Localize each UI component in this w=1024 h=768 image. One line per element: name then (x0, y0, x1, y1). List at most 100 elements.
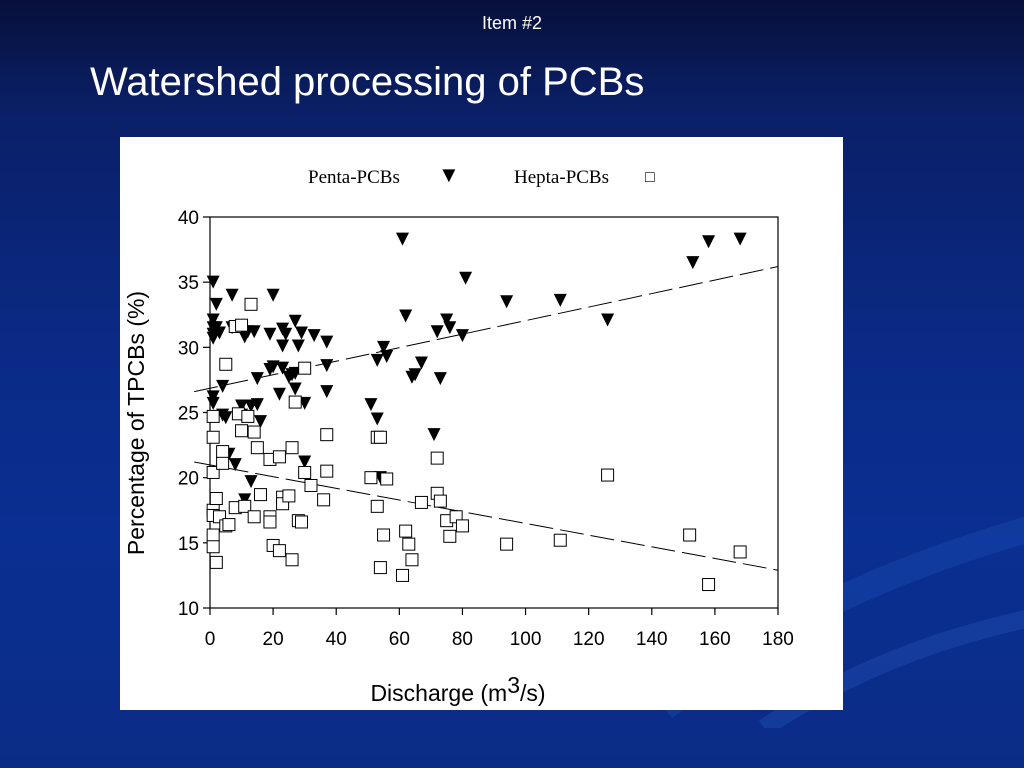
penta-point (244, 475, 258, 489)
item-label: Item #2 (481, 13, 543, 33)
penta-point (279, 327, 293, 341)
legend-symbol-penta: ▼ (438, 162, 460, 187)
x-axis-label: Discharge (m3/s) (370, 672, 545, 706)
hepta-point (216, 445, 230, 459)
penta-point (206, 396, 220, 410)
penta-point (206, 390, 220, 404)
y-tick-label: 25 (178, 404, 199, 425)
penta-point (433, 372, 447, 386)
penta-point (364, 398, 378, 412)
hepta-point (216, 456, 230, 470)
hepta-point (364, 471, 378, 485)
y-tick-label: 10 (178, 599, 199, 620)
hepta-point (288, 395, 302, 409)
penta-point (276, 339, 290, 353)
hepta-point (206, 430, 220, 444)
penta-point (443, 321, 457, 335)
hepta-point (222, 518, 236, 532)
legend-label-penta: Penta-PCBs (308, 167, 400, 188)
hepta-point (209, 555, 223, 569)
penta-point (235, 399, 249, 413)
penta-point (414, 356, 428, 370)
penta-point (320, 385, 334, 399)
penta-point (216, 379, 230, 393)
penta-point (370, 353, 384, 367)
x-tick-label: 20 (263, 629, 284, 650)
x-tick-label: 0 (205, 629, 216, 650)
penta-point (500, 295, 514, 309)
hepta-point (272, 544, 286, 558)
hepta-point (433, 494, 447, 508)
hepta-point (320, 428, 334, 442)
y-tick-label: 40 (178, 208, 199, 229)
hepta-point (206, 409, 220, 423)
penta-point (288, 382, 302, 396)
hepta-point (238, 499, 252, 513)
hepta-point (235, 318, 249, 332)
hepta-point (377, 528, 391, 542)
x-axis-label-tail: /s) (520, 680, 546, 706)
penta-point (253, 415, 267, 429)
hepta-point (380, 472, 394, 486)
penta-point (288, 314, 302, 328)
hepta-point (298, 465, 312, 479)
penta-point (250, 398, 264, 412)
penta-point (553, 293, 567, 307)
hepta-point (241, 409, 255, 423)
x-tick-label: 180 (762, 629, 794, 650)
penta-point (272, 387, 286, 401)
penta-point (395, 232, 409, 246)
penta-point (399, 309, 413, 323)
penta-point (370, 412, 384, 426)
penta-point (263, 327, 277, 341)
penta-point (601, 313, 615, 327)
hepta-point (733, 545, 747, 559)
hepta-point (702, 578, 716, 592)
penta-point (206, 275, 220, 289)
penta-point (440, 313, 454, 327)
hepta-point (399, 524, 413, 538)
penta-point (702, 235, 716, 249)
penta-point (219, 411, 233, 425)
x-axis-label-main: Discharge (m (370, 680, 507, 706)
y-tick-label: 35 (178, 273, 199, 294)
penta-point (430, 325, 444, 339)
hepta-point (244, 297, 258, 311)
hepta-point (209, 492, 223, 506)
hepta-point (272, 450, 286, 464)
plot-frame (209, 216, 779, 609)
x-tick-label: 100 (510, 629, 542, 650)
penta-point (320, 335, 334, 349)
penta-point (250, 372, 264, 386)
scatter-chart: Penta-PCBs ▼ Hepta-PCBs □ Percentage of … (123, 162, 794, 706)
penta-point (225, 288, 239, 302)
hepta-point (443, 529, 457, 543)
hepta-point (373, 430, 387, 444)
hepta-point (285, 553, 299, 567)
penta-point (455, 329, 469, 343)
hepta-point (402, 537, 416, 551)
x-tick-label: 80 (452, 629, 473, 650)
hepta-point (395, 568, 409, 582)
hepta-point (405, 553, 419, 567)
penta-point (408, 368, 422, 382)
y-tick-label: 20 (178, 469, 199, 490)
x-tick-label: 160 (699, 629, 731, 650)
hepta-point (206, 528, 220, 542)
hepta-point (282, 489, 296, 503)
slide-title: Watershed processing of PCBs (90, 60, 645, 104)
penta-point (377, 340, 391, 354)
penta-point (209, 297, 223, 311)
hepta-point (370, 499, 384, 513)
trend-line (194, 461, 779, 571)
y-tick-label: 15 (178, 534, 199, 555)
hepta-point (263, 515, 277, 529)
hepta-point (553, 533, 567, 547)
penta-point (206, 331, 220, 345)
legend-symbol-hepta: □ (645, 169, 655, 186)
x-tick-label: 60 (389, 629, 410, 650)
penta-point (459, 271, 473, 285)
hepta-point (247, 425, 261, 439)
legend-label-hepta: Hepta-PCBs (514, 167, 609, 188)
penta-point (238, 493, 252, 507)
